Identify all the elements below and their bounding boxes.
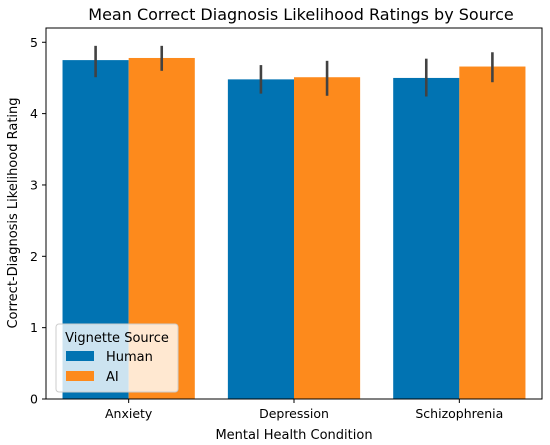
legend-label-human: Human	[106, 350, 153, 365]
y-tick-label-3: 3	[30, 177, 38, 192]
y-tick-label-4: 4	[30, 106, 38, 121]
x-tick-label-schizophrenia: Schizophrenia	[415, 406, 503, 421]
y-axis: 0 1 2 3 4 5	[30, 35, 46, 407]
y-tick-label-2: 2	[30, 249, 38, 264]
legend-swatch-ai	[66, 371, 94, 381]
y-tick-label-1: 1	[30, 320, 38, 335]
y-tick-label-0: 0	[30, 392, 38, 407]
y-axis-label: Correct-Diagnosis Likelihood Rating	[6, 97, 21, 328]
x-axis-label: Mental Health Condition	[215, 428, 372, 443]
bar-human-schizophrenia	[393, 77, 460, 399]
bar-ai-schizophrenia	[459, 66, 526, 399]
legend-title: Vignette Source	[65, 331, 169, 346]
y-tick-label-5: 5	[30, 35, 38, 50]
bars-group	[62, 57, 526, 400]
legend-swatch-human	[66, 351, 94, 361]
legend-label-ai: AI	[106, 370, 119, 385]
x-tick-label-anxiety: Anxiety	[105, 406, 153, 421]
x-tick-label-depression: Depression	[259, 406, 329, 421]
legend: Vignette Source Human AI	[55, 323, 179, 393]
error-bars-group	[94, 45, 494, 97]
chart-title: Mean Correct Diagnosis Likelihood Rating…	[88, 5, 513, 24]
x-axis: Anxiety Depression Schizophrenia	[105, 399, 503, 421]
bar-ai-depression	[294, 77, 361, 399]
bar-human-depression	[227, 79, 294, 400]
